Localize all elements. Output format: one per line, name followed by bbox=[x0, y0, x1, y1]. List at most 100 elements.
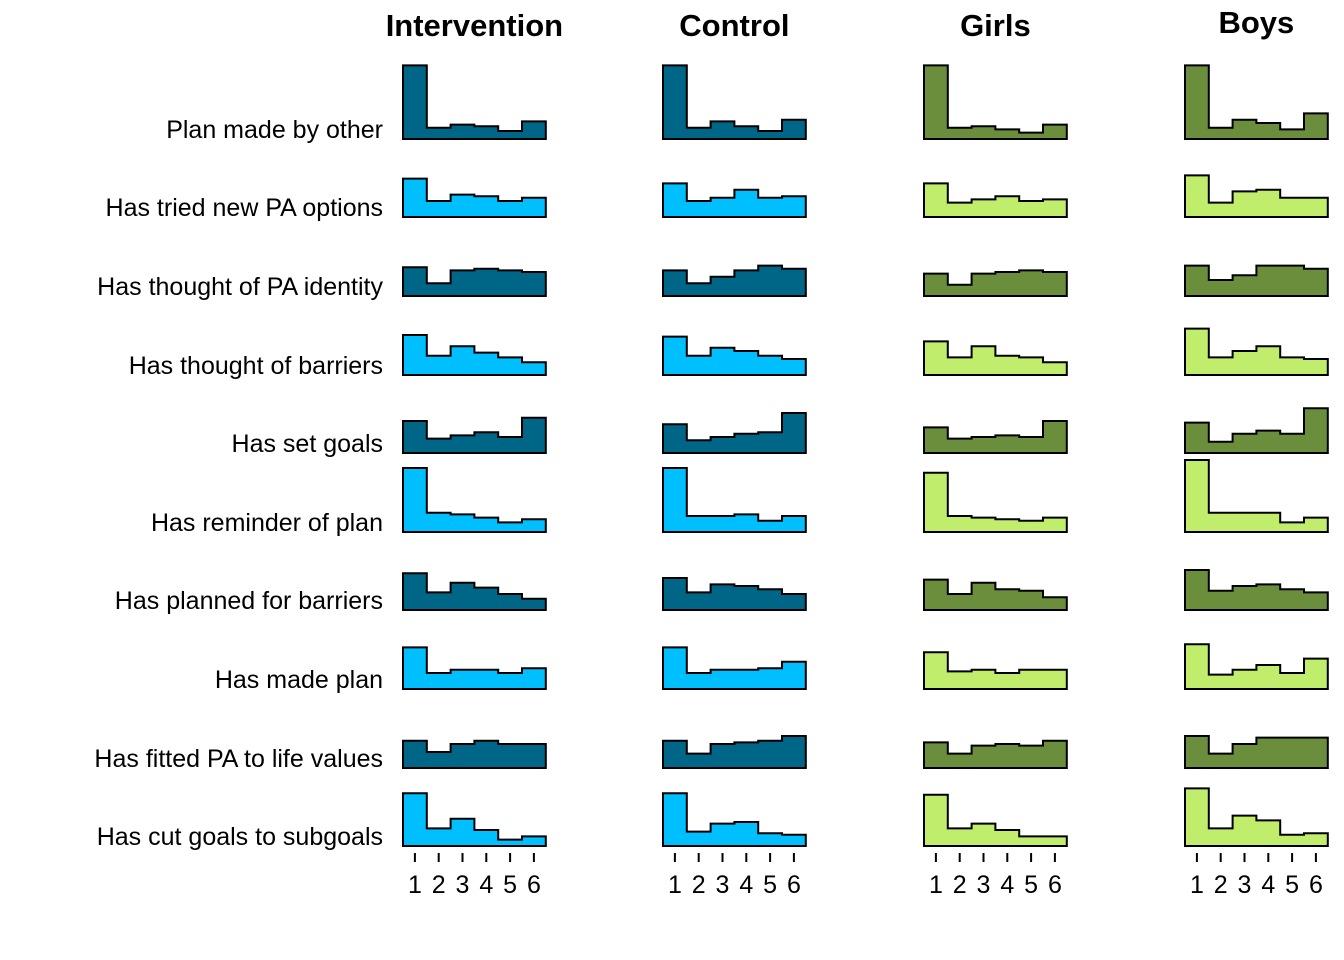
histogram-bar bbox=[782, 119, 807, 139]
histogram-bar bbox=[782, 268, 807, 296]
histogram-bar bbox=[1043, 421, 1068, 453]
histogram-bar bbox=[971, 582, 996, 610]
histogram-panel bbox=[1184, 787, 1329, 847]
histogram-bar bbox=[450, 818, 475, 846]
histogram-bar bbox=[474, 352, 499, 375]
histogram-outline bbox=[923, 340, 1068, 376]
histogram-bar bbox=[1043, 740, 1068, 768]
histogram-outline bbox=[1184, 407, 1329, 454]
histogram-bar bbox=[758, 432, 783, 453]
histogram-bar bbox=[498, 357, 523, 375]
histogram-bar bbox=[734, 586, 759, 610]
x-tick-label: 1 bbox=[668, 871, 682, 899]
histogram-bar bbox=[403, 65, 428, 139]
histogram-bar bbox=[947, 357, 973, 375]
row-label: Has planned for barriers bbox=[115, 587, 383, 615]
histogram-bar bbox=[426, 828, 452, 846]
x-tick-label: 4 bbox=[1000, 871, 1014, 899]
x-tick-label: 5 bbox=[763, 871, 777, 899]
histogram-bar bbox=[663, 336, 688, 375]
histogram-bar bbox=[758, 197, 783, 217]
histogram-outline bbox=[402, 334, 547, 376]
histogram-bar bbox=[947, 828, 973, 846]
histogram-bar bbox=[522, 598, 547, 610]
histogram-bar bbox=[782, 594, 807, 610]
histogram-bar bbox=[1185, 65, 1210, 139]
histogram-bar bbox=[710, 276, 735, 296]
histogram-panel bbox=[923, 578, 1068, 611]
x-tick-label: 1 bbox=[929, 871, 943, 899]
histogram-bar bbox=[1304, 359, 1329, 375]
histogram-panel bbox=[662, 412, 807, 454]
histogram-bar bbox=[1280, 265, 1305, 296]
x-tick-label: 1 bbox=[408, 871, 422, 899]
histogram-bar bbox=[1185, 644, 1210, 689]
histogram-bar bbox=[1256, 665, 1281, 689]
histogram-bar bbox=[686, 355, 712, 375]
histogram-panel bbox=[402, 266, 547, 297]
histogram-bar bbox=[1019, 132, 1044, 139]
histogram-outline bbox=[1184, 264, 1329, 297]
histogram-bar bbox=[686, 440, 712, 453]
histogram-bar bbox=[1208, 828, 1234, 846]
x-tick-label: 4 bbox=[479, 871, 493, 899]
histogram-bar bbox=[734, 822, 759, 846]
histogram-bar bbox=[403, 793, 428, 846]
histogram-bar bbox=[474, 830, 499, 846]
histogram-bar bbox=[1304, 592, 1329, 610]
histogram-bar bbox=[663, 270, 688, 296]
histogram-outline bbox=[923, 651, 1068, 690]
row-label: Has thought of PA identity bbox=[97, 273, 383, 301]
histogram-bar bbox=[782, 413, 807, 453]
histogram-bar bbox=[1185, 265, 1210, 296]
histogram-bar bbox=[1304, 268, 1329, 296]
x-tick-label: 4 bbox=[1261, 871, 1275, 899]
histogram-bar bbox=[1185, 175, 1210, 217]
histogram-panel bbox=[662, 64, 807, 140]
histogram-bar bbox=[686, 592, 712, 610]
histogram-bar bbox=[498, 201, 523, 217]
histogram-bar bbox=[498, 673, 523, 689]
histogram-bar bbox=[1043, 597, 1068, 610]
histogram-bar bbox=[1256, 123, 1281, 139]
histogram-bar bbox=[522, 417, 547, 453]
histogram-bar bbox=[1019, 745, 1044, 768]
histogram-bar bbox=[782, 736, 807, 768]
histogram-bar bbox=[947, 127, 973, 139]
histogram-bar bbox=[710, 121, 735, 139]
histogram-panel bbox=[923, 182, 1068, 218]
histogram-bar bbox=[403, 421, 428, 453]
histogram-outline bbox=[662, 467, 807, 533]
histogram-bar bbox=[924, 794, 949, 846]
histogram-bar bbox=[1280, 433, 1305, 453]
histogram-bar bbox=[971, 823, 996, 846]
x-tick-label: 3 bbox=[977, 871, 991, 899]
histogram-panel bbox=[1184, 735, 1329, 769]
histogram-bar bbox=[1019, 590, 1044, 610]
histogram-bar bbox=[1185, 460, 1210, 532]
histogram-panel bbox=[1184, 643, 1329, 690]
histogram-bar bbox=[1208, 753, 1234, 768]
histogram-outline bbox=[402, 416, 547, 454]
histogram-bar bbox=[971, 346, 996, 375]
histogram-panel bbox=[662, 792, 807, 847]
histogram-bar bbox=[426, 201, 452, 217]
histogram-bar bbox=[450, 669, 475, 689]
histogram-bar bbox=[426, 438, 452, 453]
histogram-bar bbox=[663, 740, 688, 768]
histogram-bar bbox=[734, 351, 759, 375]
histogram-bar bbox=[758, 833, 783, 846]
histogram-bar bbox=[450, 435, 475, 453]
histogram-bar bbox=[1280, 522, 1305, 532]
histogram-bar bbox=[474, 669, 499, 689]
column-title: Intervention bbox=[386, 8, 563, 43]
histogram-bar bbox=[1185, 736, 1210, 768]
histogram-bar bbox=[403, 178, 428, 217]
histogram-bar bbox=[710, 744, 735, 768]
histogram-bar bbox=[1019, 201, 1044, 217]
histogram-bar bbox=[758, 668, 783, 689]
histogram-bar bbox=[686, 831, 712, 846]
histogram-bar bbox=[758, 131, 783, 139]
histogram-outline bbox=[923, 182, 1068, 218]
histogram-bar bbox=[522, 362, 547, 375]
